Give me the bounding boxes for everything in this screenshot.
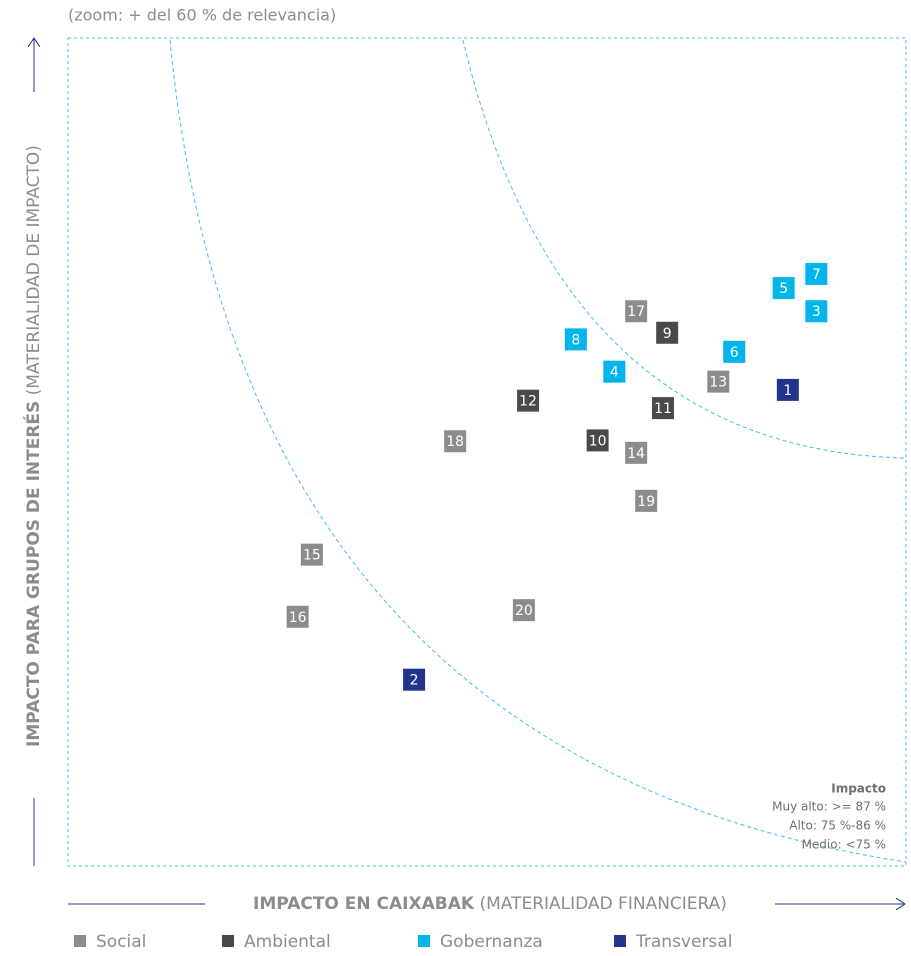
point-label: 7 <box>812 267 821 283</box>
point <box>300 543 323 566</box>
annotation: Medio: <75 % <box>802 838 886 852</box>
legend-label: Ambiental <box>244 932 331 952</box>
point <box>512 599 535 622</box>
plot-frame <box>67 37 907 867</box>
point-label: 11 <box>654 401 672 417</box>
point <box>707 370 730 393</box>
point-label: 8 <box>571 332 580 348</box>
point <box>805 262 828 285</box>
point <box>603 360 626 383</box>
y-axis-title: IMPACTO PARA GRUPOS DE INTERÉS (MATERIAL… <box>22 145 44 747</box>
legend-swatch <box>222 935 234 947</box>
point <box>651 397 674 420</box>
point-label: 15 <box>303 548 321 564</box>
point <box>723 340 746 363</box>
point <box>805 300 828 323</box>
subtitle: (zoom: + del 60 % de relevancia) <box>68 6 336 25</box>
annotation-title: Impacto <box>831 782 886 796</box>
point <box>517 389 540 412</box>
point-label: 19 <box>637 494 655 510</box>
point <box>656 321 679 344</box>
point <box>635 489 658 512</box>
point <box>564 328 587 351</box>
legend-label: Gobernanza <box>440 932 543 952</box>
point-label: 2 <box>410 673 419 689</box>
point <box>625 300 648 323</box>
point-label: 17 <box>627 304 645 320</box>
point-label: 13 <box>709 375 727 391</box>
point-label: 12 <box>519 394 537 410</box>
x-axis-title-bold: IMPACTO EN CAIXABAK <box>253 894 475 914</box>
x-axis-title-light: (MATERIALIDAD FINANCIERA) <box>479 894 726 914</box>
point <box>776 378 799 401</box>
point <box>625 441 648 464</box>
y-axis-title-light: (MATERIALIDAD DE IMPACTO) <box>24 145 44 395</box>
point-label: 5 <box>779 281 788 297</box>
legend-label: Transversal <box>635 932 732 952</box>
point-label: 16 <box>289 610 307 626</box>
point-label: 4 <box>610 365 619 381</box>
legend-swatch <box>614 935 626 947</box>
point <box>772 277 795 300</box>
point-label: 20 <box>515 603 533 619</box>
y-axis-title-bold: IMPACTO PARA GRUPOS DE INTERÉS <box>22 401 44 747</box>
point-label: 18 <box>446 434 464 450</box>
annotation: Muy alto: >= 87 % <box>772 800 886 814</box>
point-label: 1 <box>783 383 792 399</box>
point <box>403 668 426 691</box>
point-label: 6 <box>730 345 739 361</box>
point-label: 9 <box>663 326 672 342</box>
point <box>586 429 609 452</box>
point-label: 3 <box>812 304 821 320</box>
point-label: 10 <box>589 433 607 449</box>
x-axis-title: IMPACTO EN CAIXABAK (MATERIALIDAD FINANC… <box>253 894 727 914</box>
point-label: 14 <box>627 446 645 462</box>
legend-swatch <box>74 935 86 947</box>
threshold-curve <box>462 39 907 459</box>
legend-label: Social <box>96 932 146 952</box>
threshold-curve <box>169 39 907 863</box>
annotation: Alto: 75 %-86 % <box>789 819 886 833</box>
legend-swatch <box>418 935 430 947</box>
point <box>444 430 467 453</box>
point <box>286 605 309 628</box>
